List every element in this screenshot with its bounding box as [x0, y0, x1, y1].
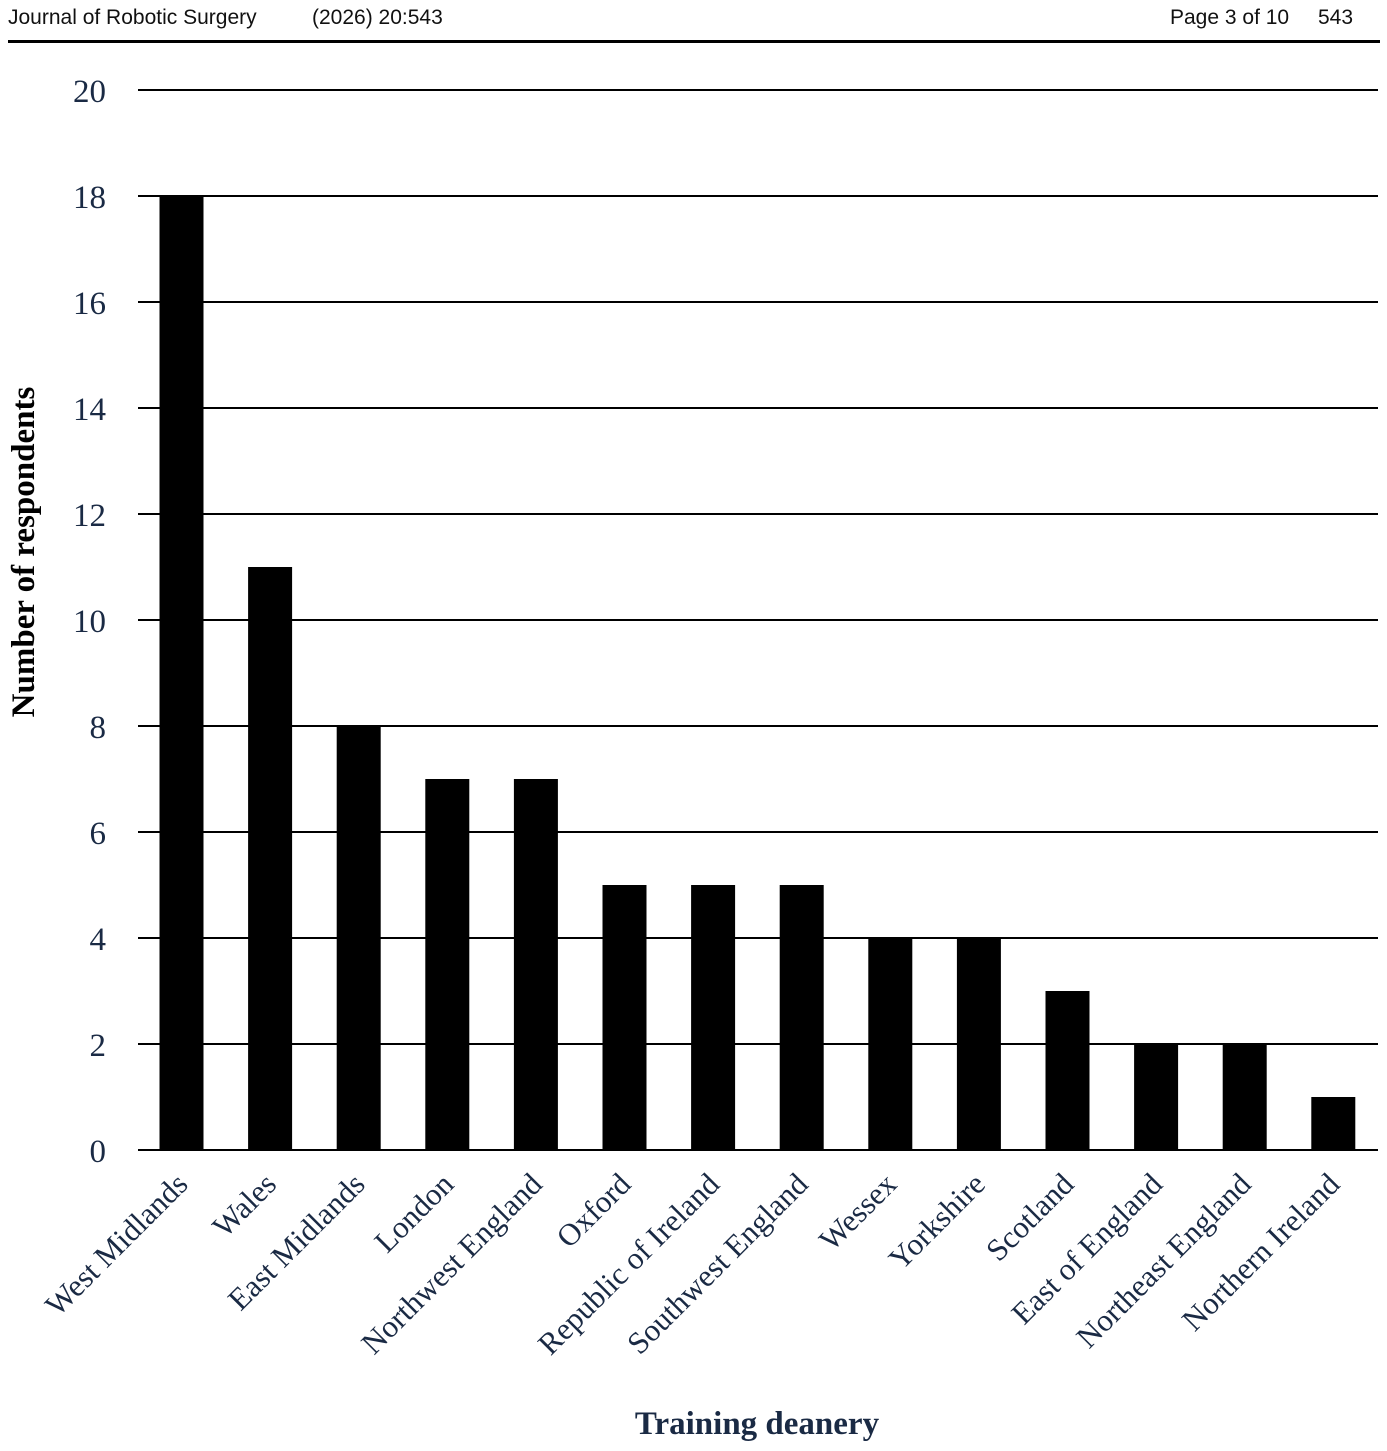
y-tick-label: 14 [73, 392, 106, 428]
journal-name: Journal of Robotic Surgery [8, 6, 257, 29]
y-tick-label: 8 [90, 710, 107, 746]
bar [159, 196, 204, 1150]
x-tick-label: West Midlands [38, 1166, 194, 1322]
bar [1222, 1044, 1267, 1150]
bar [1045, 991, 1090, 1150]
y-tick-label: 4 [90, 922, 107, 958]
y-tick-label: 10 [73, 604, 106, 640]
y-tick-label: 6 [90, 816, 107, 852]
y-tick-label: 0 [90, 1134, 107, 1170]
page-indicator: Page 3 of 10 [1170, 6, 1290, 29]
bar [1311, 1097, 1356, 1150]
y-tick-label: 18 [73, 180, 106, 216]
bar [691, 885, 736, 1150]
header-rule [8, 40, 1380, 43]
x-tick-label: Oxford [549, 1166, 637, 1254]
bar [248, 567, 293, 1150]
bar [513, 779, 558, 1150]
y-tick-label: 2 [90, 1028, 107, 1064]
bar [425, 779, 470, 1150]
y-tick-label: 20 [73, 74, 106, 110]
bar [779, 885, 824, 1150]
bar [336, 726, 381, 1150]
y-tick-label: 12 [73, 498, 106, 534]
bar [1134, 1044, 1179, 1150]
x-tick-label: Yorkshire [882, 1166, 992, 1276]
citation: (2026) 20:543 [312, 6, 443, 29]
x-tick-label: East of England [1004, 1166, 1169, 1331]
bar [956, 938, 1001, 1150]
x-axis-title: Training deanery [635, 1406, 880, 1442]
page-header: Journal of Robotic Surgery (2026) 20:543… [0, 0, 1387, 44]
y-tick-label: 16 [73, 286, 106, 322]
y-axis-title: Number of respondents [6, 387, 42, 718]
x-tick-label: Northern Ireland [1175, 1166, 1347, 1338]
x-tick-label: Wales [205, 1166, 283, 1244]
y-axis-ticks: 0 2 4 6 8 10 12 14 16 18 20 [73, 74, 106, 1170]
bars [159, 196, 1356, 1150]
bar [868, 938, 913, 1150]
gridlines [138, 89, 1378, 1151]
article-number: 543 [1318, 6, 1354, 29]
bar [602, 885, 647, 1150]
